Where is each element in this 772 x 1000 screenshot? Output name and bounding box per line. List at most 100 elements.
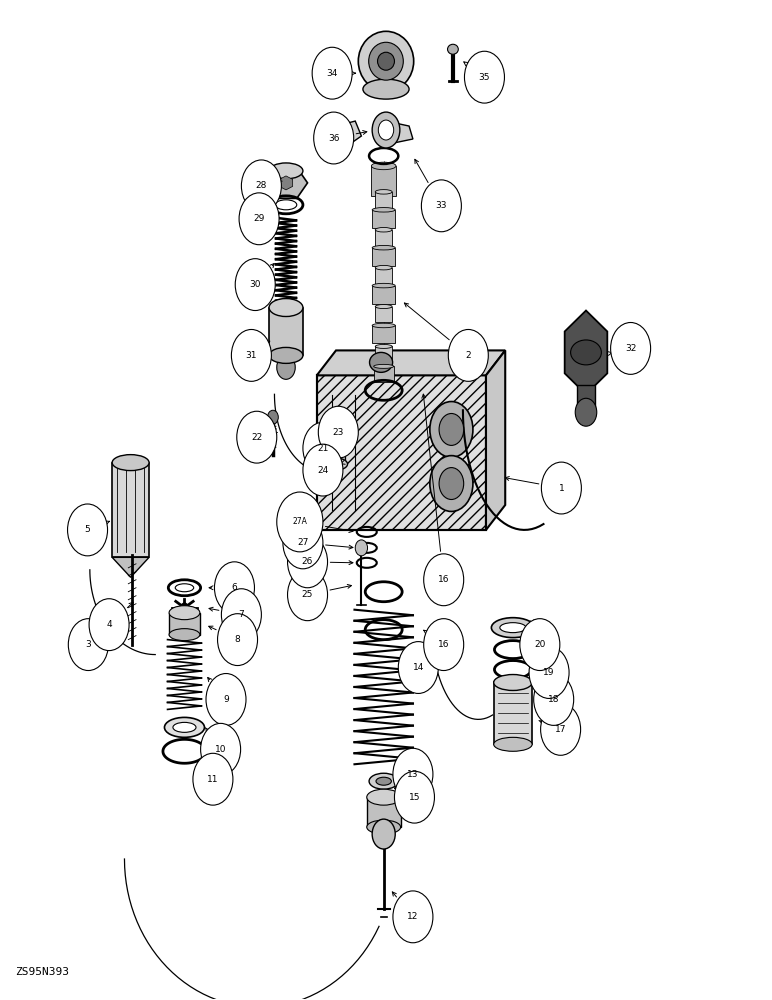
Circle shape <box>206 674 246 725</box>
Ellipse shape <box>269 163 303 179</box>
Bar <box>372 325 395 343</box>
Text: 9: 9 <box>223 695 229 704</box>
Ellipse shape <box>276 200 296 210</box>
Circle shape <box>68 619 108 671</box>
Circle shape <box>232 329 272 381</box>
Text: 6: 6 <box>232 583 237 592</box>
Circle shape <box>430 456 473 511</box>
Ellipse shape <box>372 323 395 328</box>
Circle shape <box>372 819 395 849</box>
Circle shape <box>277 492 323 552</box>
Polygon shape <box>564 311 608 394</box>
Text: 24: 24 <box>317 466 329 475</box>
Text: 20: 20 <box>534 640 546 649</box>
Circle shape <box>318 406 358 458</box>
Circle shape <box>313 112 354 164</box>
Bar <box>375 192 392 210</box>
Text: 5: 5 <box>85 525 90 534</box>
Bar <box>269 308 303 355</box>
Ellipse shape <box>374 364 394 368</box>
Circle shape <box>398 642 438 693</box>
Text: 19: 19 <box>543 668 555 677</box>
Ellipse shape <box>367 820 401 834</box>
Text: 28: 28 <box>256 181 267 190</box>
Circle shape <box>239 193 279 245</box>
Text: 11: 11 <box>207 775 218 784</box>
Circle shape <box>181 603 188 613</box>
Circle shape <box>215 562 255 614</box>
Bar <box>317 375 486 530</box>
Bar <box>367 797 401 827</box>
Text: 29: 29 <box>253 214 265 223</box>
Text: 32: 32 <box>625 344 636 353</box>
Text: 3: 3 <box>86 640 91 649</box>
Text: 30: 30 <box>249 280 261 289</box>
Circle shape <box>193 753 233 805</box>
Ellipse shape <box>493 675 532 690</box>
Circle shape <box>541 462 581 514</box>
Text: 25: 25 <box>302 590 313 599</box>
Ellipse shape <box>375 305 392 309</box>
Circle shape <box>287 569 327 621</box>
Text: 12: 12 <box>408 912 418 921</box>
Text: 1: 1 <box>558 484 564 493</box>
Text: 8: 8 <box>235 635 240 644</box>
Circle shape <box>611 322 651 374</box>
Circle shape <box>67 504 107 556</box>
Ellipse shape <box>571 340 601 365</box>
Ellipse shape <box>164 717 205 737</box>
Ellipse shape <box>499 623 526 633</box>
Circle shape <box>268 410 279 424</box>
Text: 35: 35 <box>479 73 490 82</box>
Circle shape <box>439 468 464 500</box>
Text: 7: 7 <box>239 610 244 619</box>
Polygon shape <box>112 557 149 577</box>
Circle shape <box>394 771 435 823</box>
Polygon shape <box>486 350 505 530</box>
Circle shape <box>520 619 560 671</box>
Ellipse shape <box>372 283 395 288</box>
Circle shape <box>430 402 473 457</box>
Ellipse shape <box>376 777 391 785</box>
Ellipse shape <box>330 461 342 467</box>
Text: 15: 15 <box>408 793 420 802</box>
Polygon shape <box>384 121 413 143</box>
Text: 18: 18 <box>548 695 560 704</box>
Bar <box>372 210 395 228</box>
Bar <box>493 682 532 744</box>
Ellipse shape <box>448 44 459 54</box>
Text: 10: 10 <box>215 745 226 754</box>
Circle shape <box>378 120 394 140</box>
Ellipse shape <box>371 162 396 170</box>
Circle shape <box>439 413 464 445</box>
Text: 26: 26 <box>302 557 313 566</box>
Ellipse shape <box>372 208 395 212</box>
Text: 36: 36 <box>328 134 340 143</box>
Ellipse shape <box>112 455 149 471</box>
Circle shape <box>242 160 281 212</box>
Bar <box>375 230 392 248</box>
Circle shape <box>287 536 327 588</box>
Circle shape <box>393 748 433 800</box>
Text: 14: 14 <box>412 663 424 672</box>
Ellipse shape <box>375 265 392 270</box>
Circle shape <box>424 619 464 671</box>
Circle shape <box>312 47 352 99</box>
Bar <box>317 375 486 530</box>
Text: 16: 16 <box>438 640 449 649</box>
Circle shape <box>222 589 262 641</box>
Ellipse shape <box>358 31 414 91</box>
Circle shape <box>529 647 569 698</box>
Circle shape <box>283 517 323 569</box>
Ellipse shape <box>375 190 392 194</box>
Text: 13: 13 <box>407 770 418 779</box>
Ellipse shape <box>369 42 403 80</box>
Circle shape <box>277 355 295 379</box>
Text: 31: 31 <box>245 351 257 360</box>
Circle shape <box>218 614 258 666</box>
Bar <box>577 385 595 407</box>
Bar <box>374 366 394 382</box>
Text: 27: 27 <box>297 538 309 547</box>
Ellipse shape <box>492 618 534 638</box>
Ellipse shape <box>370 352 393 372</box>
